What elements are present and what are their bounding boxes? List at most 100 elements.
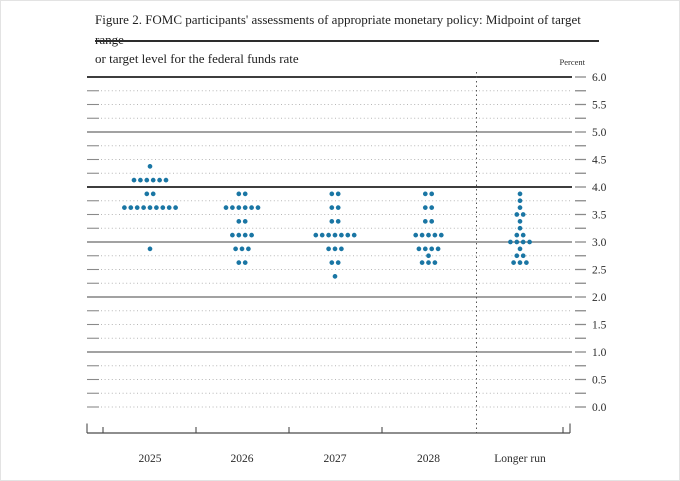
dot [150, 177, 156, 183]
dot [517, 260, 523, 265]
dot [313, 232, 319, 238]
dot [520, 239, 526, 245]
gridlines [87, 76, 572, 408]
dot [335, 219, 341, 224]
dot [242, 219, 248, 224]
y-axis-label: 1.5 [592, 320, 607, 332]
dot [514, 232, 520, 238]
x-axis-label: Longer run [494, 453, 546, 465]
dot [242, 191, 248, 197]
dot-column-2027 [313, 191, 357, 279]
dot [335, 260, 341, 265]
dot [422, 205, 428, 210]
dot-column-longer-run [508, 191, 532, 265]
dot-column-2025 [122, 164, 178, 252]
y-axis-label: 6.0 [592, 72, 607, 84]
dot [514, 212, 520, 217]
dot [339, 246, 344, 252]
dot-column-2026 [223, 191, 261, 265]
dot [160, 205, 166, 210]
dot [517, 225, 523, 231]
dot [520, 232, 526, 238]
dot [128, 205, 134, 210]
dot [435, 246, 441, 252]
dot [329, 191, 335, 197]
dot [255, 205, 261, 210]
dot [345, 232, 351, 238]
x-axis-labels: 2025 2026 2027 2028 Longer run [139, 453, 546, 465]
dot [144, 191, 150, 197]
y-axis-label: 0.5 [592, 375, 607, 387]
dot [517, 191, 523, 197]
dot [416, 246, 422, 252]
dot [150, 191, 156, 197]
dot [166, 205, 172, 210]
dot [236, 205, 242, 210]
x-axis-label: 2025 [139, 453, 162, 465]
title-rule [95, 40, 599, 42]
dot [413, 232, 419, 238]
dot [242, 232, 248, 238]
dot [335, 191, 341, 197]
dot [426, 253, 431, 259]
dot [419, 260, 425, 265]
y-axis-labels: 6.0 5.5 5.0 4.5 4.0 3.5 3.0 2.5 2.0 1.5 1.0 0.5 0.0 [592, 72, 607, 414]
percent-label: Percent [560, 57, 586, 67]
dot [329, 260, 335, 265]
dot [351, 232, 357, 238]
dot [230, 232, 235, 238]
y-axis-label: 4.0 [592, 182, 607, 194]
dot [511, 260, 516, 265]
dot [332, 246, 338, 252]
figure-title-line2: or target level for the federal funds ra… [95, 51, 299, 66]
dot [426, 232, 431, 238]
dot [335, 205, 341, 210]
dot [319, 232, 325, 238]
dot-column-2028 [413, 191, 444, 265]
dot [438, 232, 444, 238]
dot [508, 239, 513, 245]
dot [429, 191, 435, 197]
dot [326, 232, 331, 238]
dot [517, 198, 523, 204]
x-axis [86, 423, 571, 434]
dot [329, 205, 335, 210]
x-axis-label: 2027 [324, 453, 347, 465]
dot [131, 177, 137, 183]
dot [239, 246, 245, 252]
dot [422, 191, 428, 197]
dot [422, 219, 428, 224]
dot [524, 260, 529, 265]
dot [520, 212, 526, 217]
y-axis-label: 4.5 [592, 155, 607, 167]
dot [332, 274, 338, 279]
dot [134, 205, 140, 210]
dot [249, 232, 254, 238]
dot [429, 246, 435, 252]
dot [144, 177, 150, 183]
y-axis-label: 2.5 [592, 265, 607, 277]
dot [429, 219, 435, 224]
x-axis-label: 2026 [231, 453, 254, 465]
dot [527, 239, 532, 245]
dot [249, 205, 254, 210]
dot [141, 205, 146, 210]
dot [122, 205, 127, 210]
x-axis-label: 2028 [417, 453, 440, 465]
figure-title-line1: Figure 2. FOMC participants' assessments… [95, 12, 581, 47]
dot [422, 246, 428, 252]
dot [517, 205, 523, 210]
dot [242, 205, 248, 210]
dot [236, 260, 242, 265]
y-axis-label: 3.0 [592, 237, 607, 249]
dot [419, 232, 425, 238]
dot [432, 260, 438, 265]
dot [517, 246, 523, 252]
dot [163, 177, 169, 183]
dot [429, 205, 435, 210]
dot [157, 177, 162, 183]
dot [230, 205, 235, 210]
dot [233, 246, 238, 252]
